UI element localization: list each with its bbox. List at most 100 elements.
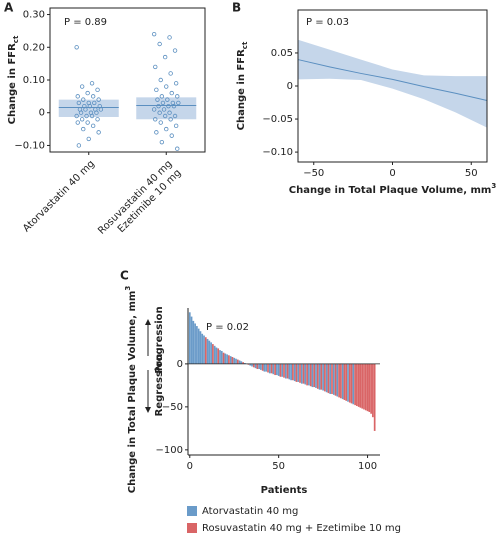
data-point [169, 133, 174, 138]
data-point [165, 97, 170, 102]
bar [292, 363, 294, 381]
x-tick-label: −50 [303, 168, 324, 179]
bar [350, 363, 353, 404]
bar [251, 363, 253, 367]
data-point [90, 94, 96, 99]
bar [293, 363, 296, 382]
y-axis-label: Change in Total Plaque Volume, mm3 [124, 286, 138, 494]
bar [272, 363, 275, 375]
bar [261, 363, 264, 371]
bar [345, 363, 348, 401]
y-tick-label: −0.10 [14, 140, 45, 151]
x-tick-label: 100 [358, 461, 377, 472]
data-point [74, 45, 79, 50]
bar [249, 363, 252, 366]
ci-band [58, 99, 119, 117]
bar [340, 363, 342, 399]
bar [366, 363, 369, 412]
data-point [76, 100, 82, 106]
bar [238, 360, 241, 364]
data-point [81, 126, 86, 132]
data-point [85, 120, 90, 125]
data-point [158, 120, 163, 125]
bar [235, 358, 237, 364]
legend-swatch [187, 506, 197, 516]
bar [224, 353, 227, 364]
y-tick-label: −100 [156, 445, 183, 456]
x-axis-label-main: Change in Total Plaque Volume, mm [289, 185, 492, 196]
data-point [76, 143, 82, 148]
data-point [153, 64, 158, 70]
data-point [83, 107, 88, 112]
data-point [162, 54, 168, 60]
data-point [96, 130, 101, 135]
data-point [161, 107, 167, 112]
bar [320, 363, 323, 390]
bar [247, 363, 250, 365]
bar [274, 363, 276, 376]
bar [327, 363, 330, 394]
legend-swatch [187, 523, 197, 533]
data-point [78, 110, 84, 115]
bar [341, 363, 344, 400]
bar [192, 320, 195, 364]
data-point [160, 100, 166, 106]
bar [347, 363, 349, 402]
bar [215, 347, 218, 364]
data-point [151, 107, 157, 112]
y-tick-label: 0.20 [23, 42, 45, 53]
data-point [172, 48, 178, 53]
data-point [168, 117, 173, 122]
bar [263, 363, 266, 372]
data-point [89, 113, 95, 119]
bar [354, 363, 356, 406]
y-axis-label: Change in FFRct [236, 41, 249, 130]
bar [329, 363, 332, 394]
data-point [79, 84, 85, 89]
data-point [86, 136, 91, 142]
annotation: P = 0.89 [64, 17, 107, 28]
bar [203, 335, 205, 364]
bar [206, 338, 209, 364]
x-tick-label: Rosuvastatin 40 mg [96, 158, 174, 236]
data-point [75, 94, 80, 99]
bar [219, 350, 221, 364]
bar [364, 363, 367, 411]
data-point [95, 87, 100, 93]
data-point [158, 77, 163, 83]
bar [268, 363, 271, 374]
bar [313, 363, 316, 388]
bar [325, 363, 328, 393]
data-point [156, 103, 161, 109]
x-axis-label: Change in Total Plaque Volume, mm3 [289, 182, 497, 196]
x-tick-label: 0 [389, 168, 395, 179]
bar [357, 363, 360, 407]
bar [324, 363, 326, 392]
bar [197, 328, 200, 364]
data-point [171, 103, 177, 109]
bar [356, 363, 358, 406]
data-point [84, 113, 89, 119]
bar [208, 340, 211, 364]
bar [190, 316, 193, 364]
data-point [159, 94, 165, 99]
data-point [81, 97, 86, 102]
data-point [168, 71, 173, 76]
data-point [164, 126, 169, 132]
data-point [175, 146, 180, 151]
y-tick-label: 0 [287, 81, 293, 92]
bar [201, 333, 204, 364]
bar [276, 363, 278, 376]
data-point [167, 110, 172, 115]
panel-label: C [120, 269, 129, 283]
y-tick-label: 0 [177, 359, 183, 370]
bar [277, 363, 280, 376]
data-point [85, 90, 90, 96]
bar [256, 363, 259, 370]
bar [331, 363, 333, 394]
bar [284, 363, 287, 379]
data-point [172, 113, 178, 119]
data-point [173, 123, 179, 129]
data-point [89, 81, 95, 86]
bar [252, 363, 255, 368]
